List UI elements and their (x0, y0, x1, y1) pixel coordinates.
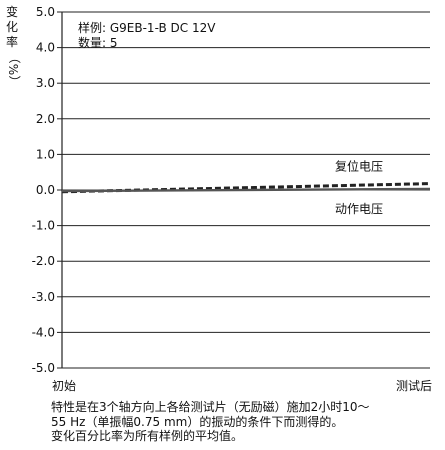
x-category-label: 初始 (52, 379, 76, 393)
y-tick-label: -4.0 (32, 325, 55, 339)
y-axis-label-char: 化 (6, 20, 19, 34)
label-layer: 5.0 4.0 3.0 2.0 1.0 0.0 -1.0 -2.0 -3.0 -4.0 -5.0 初始… (32, 5, 432, 393)
series-label: 复位电压 (335, 159, 383, 174)
y-tick-label: 5.0 (36, 5, 55, 19)
y-tick-label: -2.0 (32, 254, 55, 268)
series-line (61, 187, 431, 193)
y-axis-label-char: 变 (6, 5, 19, 19)
caption-line: 55 Hz（单振幅0.75 mm）的振动的条件下而测得的。 (51, 414, 344, 429)
series-layer (61, 182, 431, 194)
series-line (61, 182, 431, 194)
y-tick-label: -5.0 (32, 361, 55, 375)
caption: 特性是在3个轴方向上各给测试片（无励磁）施加2小时10～ 55 Hz（单振幅0.… (51, 400, 370, 444)
grid-layer (57, 11, 430, 369)
y-tick-label: 0.0 (36, 183, 55, 197)
caption-line: 变化百分比率为所有样例的平均值。 (51, 429, 244, 443)
series-label: 动作电压 (335, 202, 383, 216)
line-chart: 5.0 4.0 3.0 2.0 1.0 0.0 -1.0 -2.0 -3.0 -4.0 -5.0 初始… (32, 5, 432, 393)
y-tick-label: -3.0 (32, 290, 55, 304)
y-tick-label: 2.0 (36, 112, 55, 126)
caption-line: 特性是在3个轴方向上各给测试片（无励磁）施加2小时10～ (51, 400, 370, 414)
y-axis-label-char: 率 (6, 35, 19, 49)
x-category-label: 测试后 (396, 378, 432, 393)
y-tick-label: 4.0 (36, 41, 55, 55)
y-tick-label: -1.0 (32, 219, 55, 233)
y-tick-label: 3.0 (36, 76, 55, 90)
y-tick-label: 1.0 (36, 147, 55, 161)
sample-label: 样例: G9EB-1-B DC 12V (78, 20, 216, 35)
count-label: 数量: 5 (78, 35, 118, 50)
